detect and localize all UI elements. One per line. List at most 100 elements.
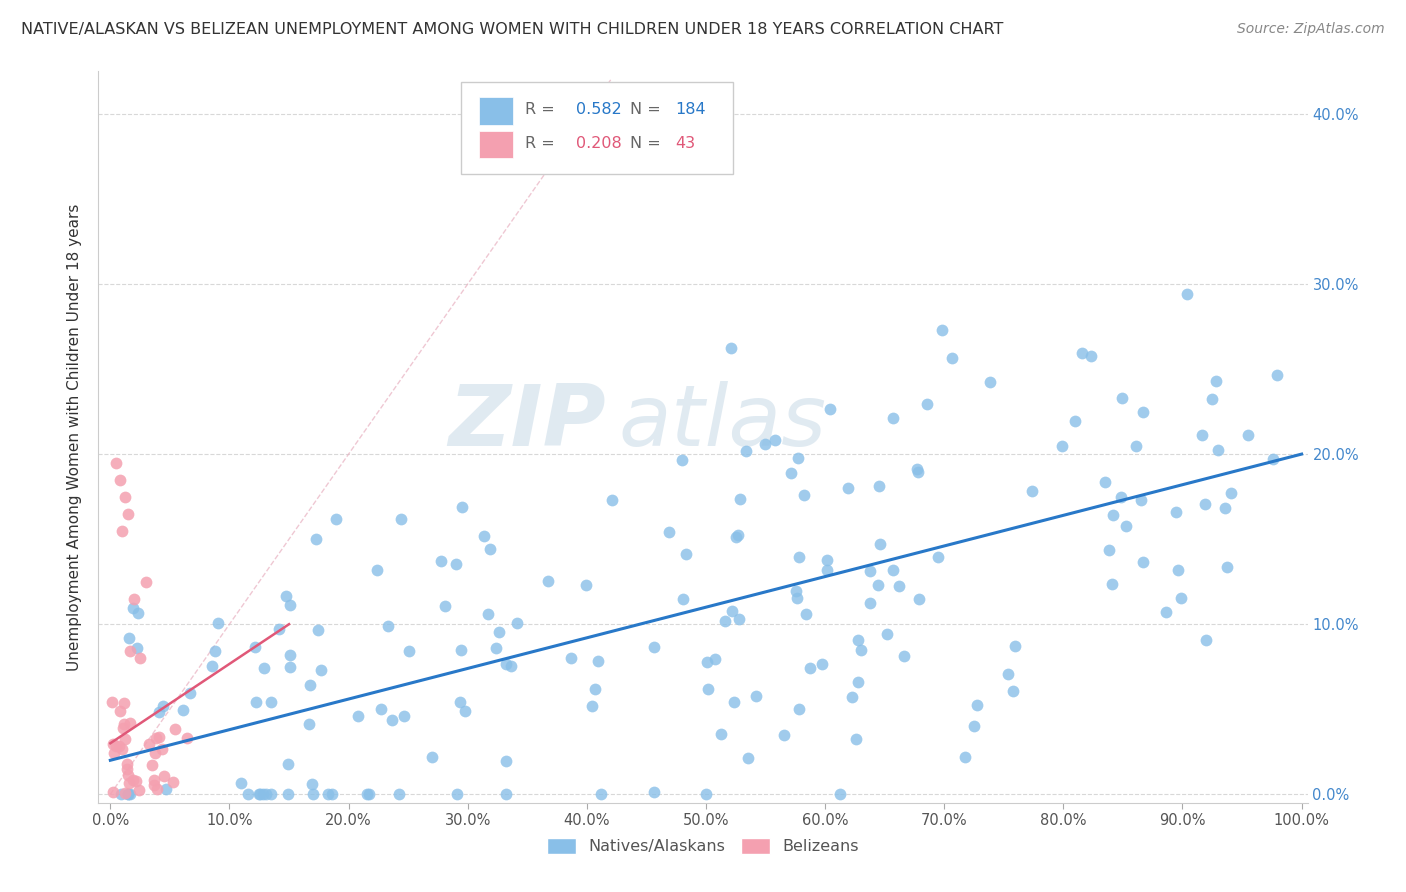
Point	[754, 437, 776, 451]
Point	[148, 706, 170, 720]
Point	[1201, 392, 1223, 406]
Point	[1195, 632, 1218, 647]
Point	[114, 786, 136, 800]
Point	[1261, 452, 1284, 467]
Point	[381, 713, 404, 727]
Point	[963, 718, 986, 732]
Point	[311, 664, 333, 678]
Point	[787, 450, 810, 465]
Point	[1213, 500, 1236, 515]
Text: N =: N =	[630, 102, 666, 117]
Point	[108, 739, 131, 754]
Point	[727, 527, 749, 541]
Point	[430, 554, 453, 568]
Text: 0.582: 0.582	[576, 102, 621, 117]
Point	[100, 695, 122, 709]
Point	[1237, 427, 1260, 442]
Point	[277, 787, 299, 801]
Point	[1205, 374, 1227, 388]
Point	[108, 473, 131, 487]
Point	[575, 578, 598, 592]
Point	[1115, 519, 1137, 533]
Point	[1129, 493, 1152, 508]
Point	[846, 675, 869, 690]
Point	[117, 787, 139, 801]
Point	[1109, 491, 1132, 505]
Point	[696, 655, 718, 669]
Point	[325, 512, 347, 526]
Text: R =: R =	[526, 136, 560, 152]
Point	[207, 616, 229, 631]
Point	[117, 757, 139, 772]
Point	[316, 787, 339, 801]
Point	[1167, 563, 1189, 577]
Bar	[479, 130, 513, 159]
Point	[122, 773, 145, 788]
Point	[111, 524, 134, 538]
Point	[815, 563, 838, 577]
Point	[112, 721, 135, 735]
Point	[366, 563, 388, 577]
Point	[869, 537, 891, 551]
Point	[108, 704, 131, 718]
Point	[249, 787, 271, 801]
Text: NATIVE/ALASKAN VS BELIZEAN UNEMPLOYMENT AMONG WOMEN WITH CHILDREN UNDER 18 YEARS: NATIVE/ALASKAN VS BELIZEAN UNEMPLOYMENT …	[21, 22, 1004, 37]
Point	[254, 787, 277, 801]
Legend: Natives/Alaskans, Belizeans: Natives/Alaskans, Belizeans	[540, 831, 866, 861]
Point	[398, 644, 420, 658]
Point	[1206, 442, 1229, 457]
Point	[837, 481, 859, 495]
Point	[150, 742, 173, 756]
Point	[893, 648, 915, 663]
Point	[114, 731, 136, 746]
Point	[135, 574, 157, 589]
Text: 43: 43	[675, 136, 696, 152]
Point	[101, 785, 124, 799]
Point	[485, 641, 508, 656]
Point	[111, 741, 134, 756]
Point	[260, 695, 283, 709]
Point	[495, 754, 517, 768]
Point	[204, 644, 226, 658]
Point	[927, 549, 949, 564]
Point	[499, 658, 522, 673]
Point	[849, 643, 872, 657]
Point	[243, 640, 266, 654]
Point	[828, 787, 851, 801]
Point	[321, 787, 343, 801]
Point	[392, 709, 415, 723]
Point	[1216, 560, 1239, 574]
Point	[301, 777, 323, 791]
Point	[299, 678, 322, 692]
Y-axis label: Unemployment Among Women with Children Under 18 years: Unemployment Among Women with Children U…	[67, 203, 83, 671]
Point	[103, 746, 125, 760]
Point	[846, 632, 869, 647]
Point	[793, 487, 815, 501]
Point	[488, 625, 510, 640]
Point	[155, 781, 177, 796]
Point	[786, 591, 808, 605]
Point	[703, 651, 725, 665]
Point	[176, 731, 198, 745]
Point	[728, 612, 751, 626]
Point	[129, 651, 152, 665]
Point	[794, 607, 817, 622]
Point	[305, 532, 328, 546]
Point	[671, 453, 693, 467]
Point	[201, 658, 224, 673]
Point	[955, 749, 977, 764]
Point	[117, 762, 139, 776]
Point	[1170, 591, 1192, 606]
Point	[152, 699, 174, 714]
Point	[495, 657, 517, 671]
Point	[1004, 639, 1026, 653]
Point	[105, 456, 128, 470]
Point	[643, 640, 665, 655]
Point	[818, 401, 841, 416]
Point	[389, 511, 412, 525]
Point	[725, 530, 748, 544]
Text: R =: R =	[526, 102, 560, 117]
Point	[588, 654, 610, 668]
Text: N =: N =	[630, 136, 666, 152]
Point	[1194, 497, 1216, 511]
